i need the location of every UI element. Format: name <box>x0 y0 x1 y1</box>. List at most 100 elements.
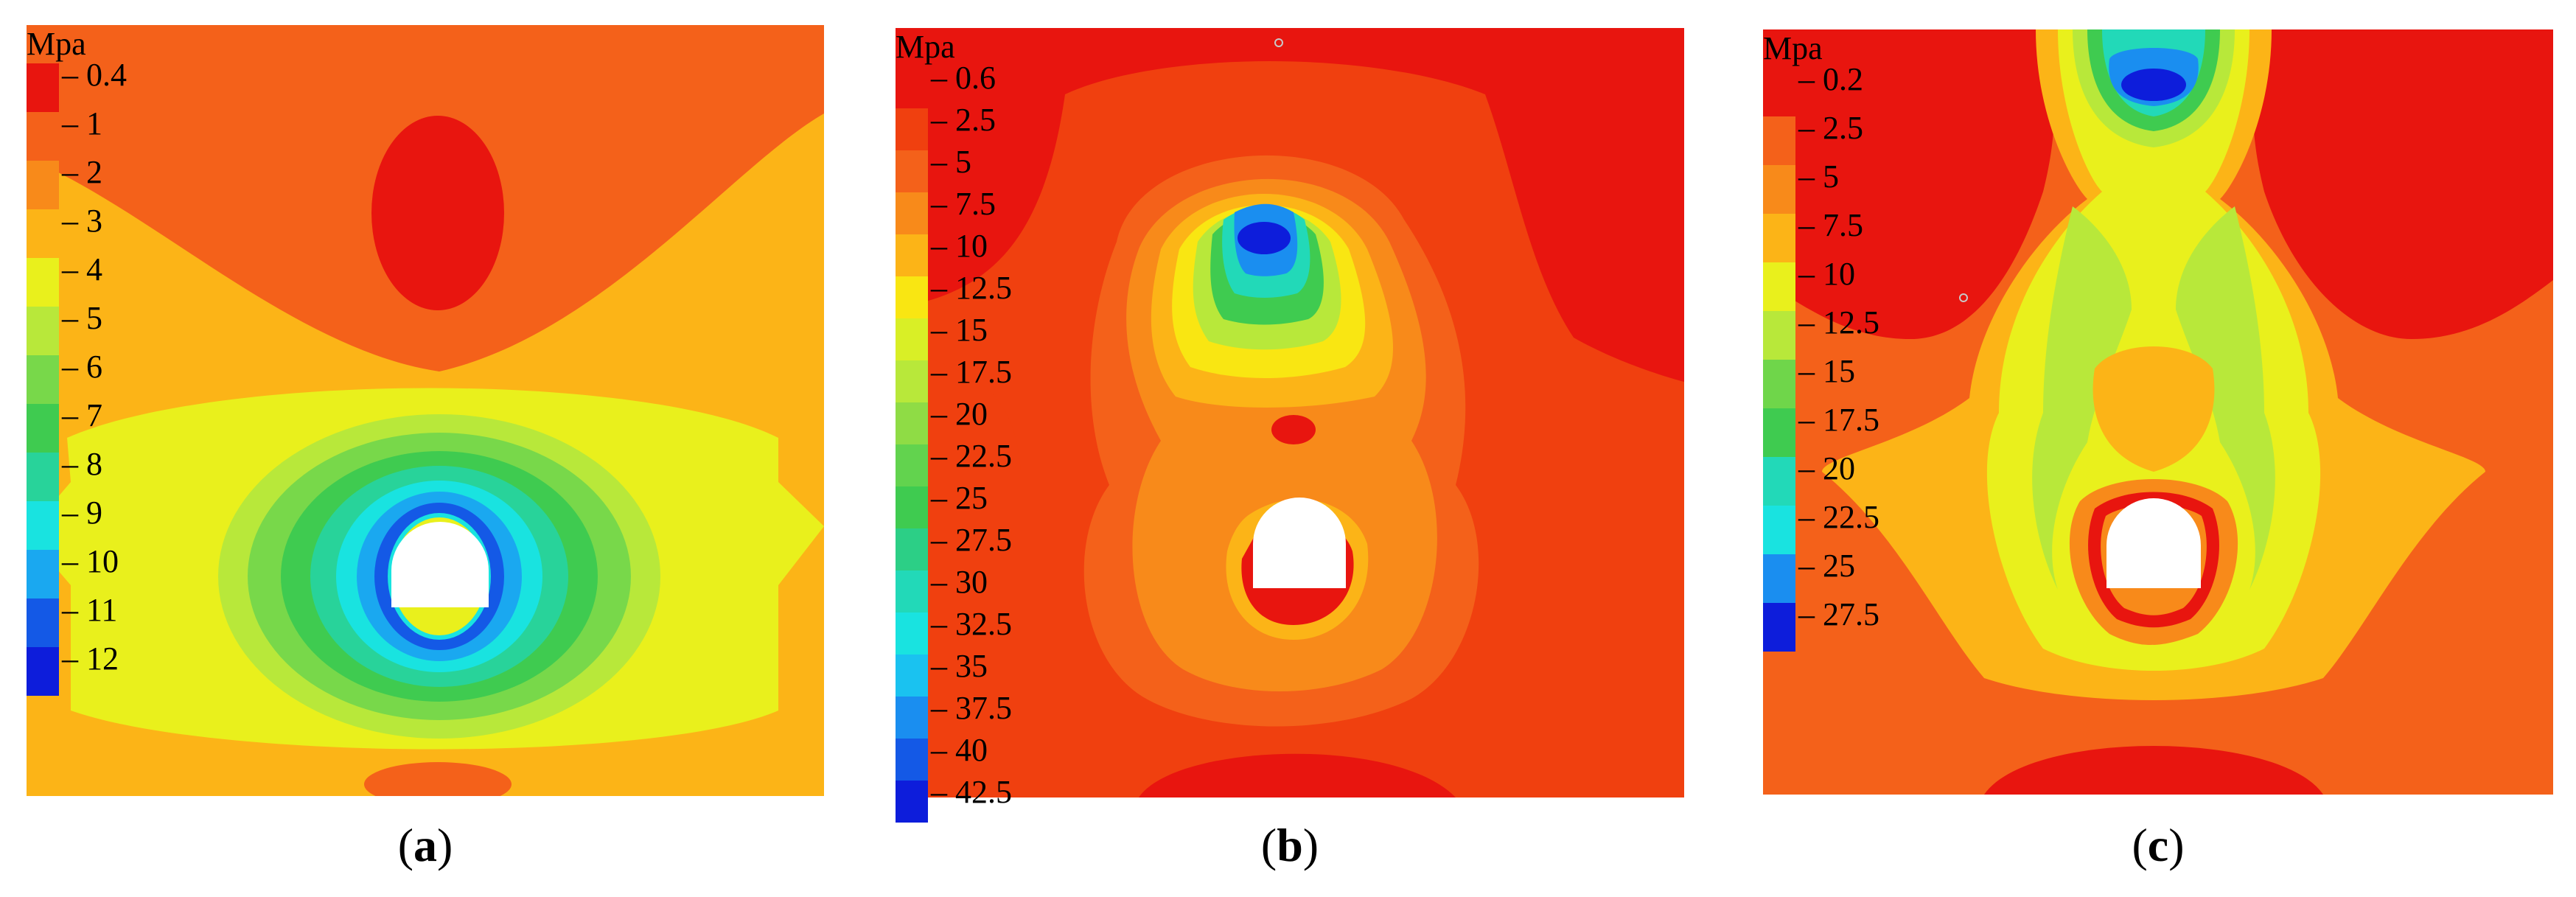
colorbar-segment <box>896 444 928 486</box>
colorbar-tick-label: – 0.4 <box>62 57 127 93</box>
colorbar-tick-label: – 3 <box>62 203 102 239</box>
contour-plot-a <box>27 25 824 796</box>
colorbar-segment <box>896 318 928 360</box>
colorbar-segment <box>896 739 928 781</box>
colorbar-tick-label: – 27.5 <box>1798 596 1879 632</box>
colorbar-tick-label: – 7 <box>62 397 102 433</box>
colorbar-tick-label: – 15 <box>1798 353 1855 389</box>
colorbar-tick-label: – 5 <box>931 144 971 180</box>
colorbar-segment <box>1763 165 1795 214</box>
colorbar-segment <box>896 150 928 192</box>
colorbar-segment <box>896 360 928 402</box>
colorbar-segment <box>27 161 59 209</box>
colorbar-segment <box>1763 360 1795 408</box>
colorbar-tick-label: – 6 <box>62 349 102 385</box>
colorbar-tick-label: – 8 <box>62 446 102 482</box>
colorbar-segment <box>1763 506 1795 554</box>
colorbar-segment <box>27 501 59 550</box>
colorbar-tick-label: – 42.5 <box>931 774 1012 810</box>
colorbar-tick-label: – 12 <box>62 641 119 677</box>
colorbar-tick-label: – 4 <box>62 251 102 287</box>
colorbar-segment <box>27 550 59 598</box>
colorbar-tick-label: – 10 <box>62 543 119 579</box>
colorbar-tick-label: – 20 <box>931 396 988 432</box>
colorbar-tick-label: – 11 <box>62 592 118 628</box>
colorbar-segment <box>896 276 928 318</box>
colorbar-segment <box>1763 214 1795 262</box>
colorbar-segment <box>27 63 59 112</box>
colorbar-tick-label: – 10 <box>931 228 988 264</box>
colorbar-legend-c: Mpa – 0.2 – 2.5 – 5 – 7.5 – 10 – 12.5 – 15 – 17… <box>1763 29 1925 663</box>
colorbar-segment <box>896 66 928 108</box>
colorbar-segment <box>27 404 59 453</box>
stress-contour-panel-a <box>27 25 824 796</box>
colorbar-segment <box>896 234 928 276</box>
colorbar-segment <box>27 209 59 258</box>
legend-unit-b: Mpa <box>896 29 955 65</box>
colorbar-segment <box>896 655 928 697</box>
colorbar-segment <box>27 112 59 161</box>
colorbar-tick-label: – 25 <box>1798 548 1855 584</box>
colorbar-tick-label: – 7.5 <box>1798 207 1863 243</box>
colorbar-segment <box>27 307 59 355</box>
colorbar-segment <box>896 528 928 570</box>
stress-contour-panel-b <box>896 28 1684 797</box>
colorbar-segment <box>1763 311 1795 360</box>
colorbar-segment <box>896 108 928 150</box>
colorbar-segment <box>27 647 59 696</box>
colorbar-segment <box>1763 68 1795 116</box>
colorbar-segment <box>27 598 59 647</box>
colorbar-segment <box>27 258 59 307</box>
colorbar-segment <box>1763 262 1795 311</box>
colorbar-tick-label: – 40 <box>931 732 988 768</box>
colorbar-segment <box>1763 116 1795 165</box>
colorbar-c <box>1763 68 1795 652</box>
colorbar-tick-label: – 27.5 <box>931 522 1012 558</box>
colorbar-legend-a: Mpa – 0.4 – 1 – 2 – 3 – 4 – 5 – 6 – 7 – 8 – 9 – 10… <box>27 25 174 703</box>
stress-contour-panel-c <box>1763 29 2553 795</box>
colorbar-segment <box>896 402 928 444</box>
colorbar-tick-label: – 17.5 <box>931 354 1012 390</box>
colorbar-tick-label: – 5 <box>62 300 102 336</box>
colorbar-segment <box>27 355 59 404</box>
colorbar-segment <box>1763 408 1795 457</box>
colorbar-segment <box>896 697 928 739</box>
colorbar-segment <box>896 192 928 234</box>
colorbar-tick-label: – 17.5 <box>1798 402 1879 438</box>
colorbar-segment <box>896 781 928 823</box>
colorbar-tick-label: – 12.5 <box>1798 304 1879 341</box>
colorbar-b <box>896 66 928 823</box>
colorbar-segment <box>896 570 928 612</box>
colorbar-legend-b: Mpa – 0.6 – 2.5 – 5 – 7.5 – 10 – 12.5 – 15 – 17… <box>896 28 1058 823</box>
caption-b: (b) <box>1260 819 1319 871</box>
colorbar-tick-label: – 22.5 <box>931 438 1012 474</box>
colorbar-tick-label: – 0.6 <box>931 60 996 96</box>
colorbar-tick-label: – 35 <box>931 648 988 684</box>
contour-plot-c <box>1763 29 2553 795</box>
colorbar-tick-label: – 2.5 <box>1798 110 1863 146</box>
colorbar-tick-label: – 10 <box>1798 256 1855 292</box>
colorbar-segment <box>1763 554 1795 603</box>
colorbar-tick-label: – 22.5 <box>1798 499 1879 535</box>
colorbar-tick-label: – 37.5 <box>931 690 1012 726</box>
colorbar-tick-label: – 9 <box>62 495 102 531</box>
colorbar-tick-label: – 2 <box>62 154 102 190</box>
caption-c: (c) <box>2132 819 2185 871</box>
colorbar-tick-label: – 5 <box>1798 158 1839 195</box>
colorbar-segment <box>896 612 928 655</box>
colorbar-tick-label: – 30 <box>931 564 988 600</box>
colorbar-tick-label: – 25 <box>931 480 988 516</box>
colorbar-tick-label: – 7.5 <box>931 186 996 222</box>
colorbar-tick-label: – 15 <box>931 312 988 348</box>
colorbar-tick-label: – 12.5 <box>931 270 1012 306</box>
legend-unit-c: Mpa <box>1763 30 1823 66</box>
colorbar-tick-label: – 32.5 <box>931 606 1012 642</box>
colorbar-segment <box>896 486 928 528</box>
colorbar-tick-label: – 0.2 <box>1798 61 1863 97</box>
colorbar-segment <box>1763 457 1795 506</box>
colorbar-a <box>27 63 59 696</box>
colorbar-segment <box>27 453 59 501</box>
colorbar-tick-label: – 2.5 <box>931 102 996 138</box>
colorbar-tick-label: – 1 <box>62 105 102 142</box>
caption-a: (a) <box>397 819 453 871</box>
